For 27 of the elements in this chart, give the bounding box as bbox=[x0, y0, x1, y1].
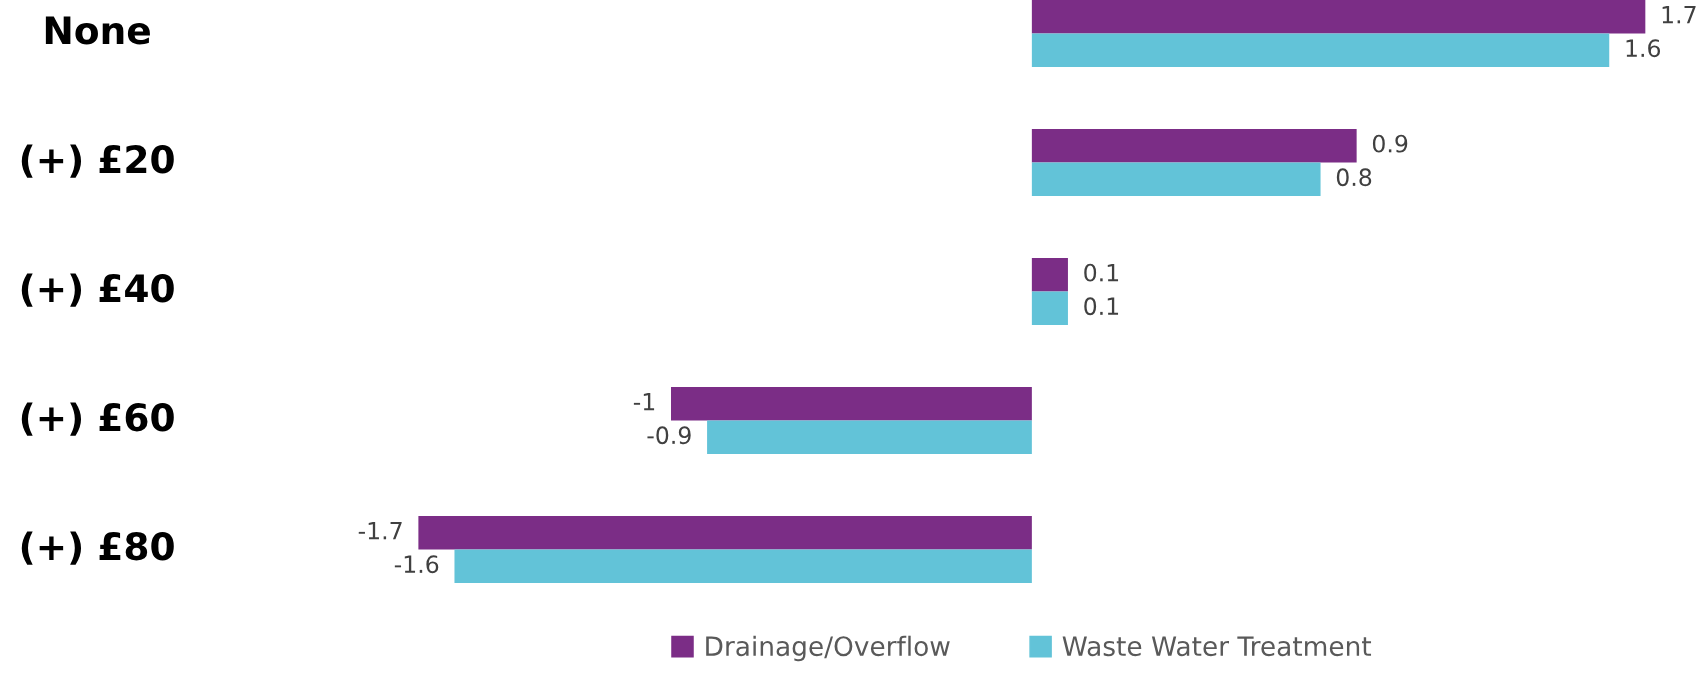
bar bbox=[418, 516, 1032, 550]
data-label: 1.6 bbox=[1626, 39, 1661, 58]
bar bbox=[1031, 0, 1646, 34]
bar bbox=[670, 387, 1032, 421]
data-label: 1.7 bbox=[1662, 6, 1696, 24]
data-label: 0.9 bbox=[1372, 134, 1408, 153]
y-tick-label: (+) £80 bbox=[21, 531, 174, 565]
bar bbox=[1031, 291, 1068, 326]
y-tick-label: None bbox=[45, 16, 150, 45]
y-tick-label: (+) £60 bbox=[21, 402, 174, 436]
legend-label: Drainage/Overflow bbox=[706, 635, 950, 662]
data-label: -1.7 bbox=[358, 522, 402, 540]
y-tick-label: (+) £20 bbox=[21, 144, 174, 178]
bar bbox=[1031, 33, 1610, 68]
bar bbox=[1031, 162, 1321, 197]
bar bbox=[454, 549, 1032, 584]
legend-label: Waste Water Treatment bbox=[1062, 636, 1372, 657]
bar bbox=[1031, 258, 1068, 292]
bar bbox=[707, 420, 1032, 455]
data-label: -1 bbox=[633, 393, 655, 411]
data-label: -0.9 bbox=[647, 426, 691, 445]
y-tick-label: (+) £40 bbox=[21, 273, 174, 307]
bar bbox=[1031, 129, 1357, 163]
data-label: 0.8 bbox=[1336, 168, 1372, 187]
data-label: 0.1 bbox=[1084, 297, 1119, 316]
data-label: -1.6 bbox=[394, 555, 439, 574]
data-label: 0.1 bbox=[1084, 263, 1119, 282]
